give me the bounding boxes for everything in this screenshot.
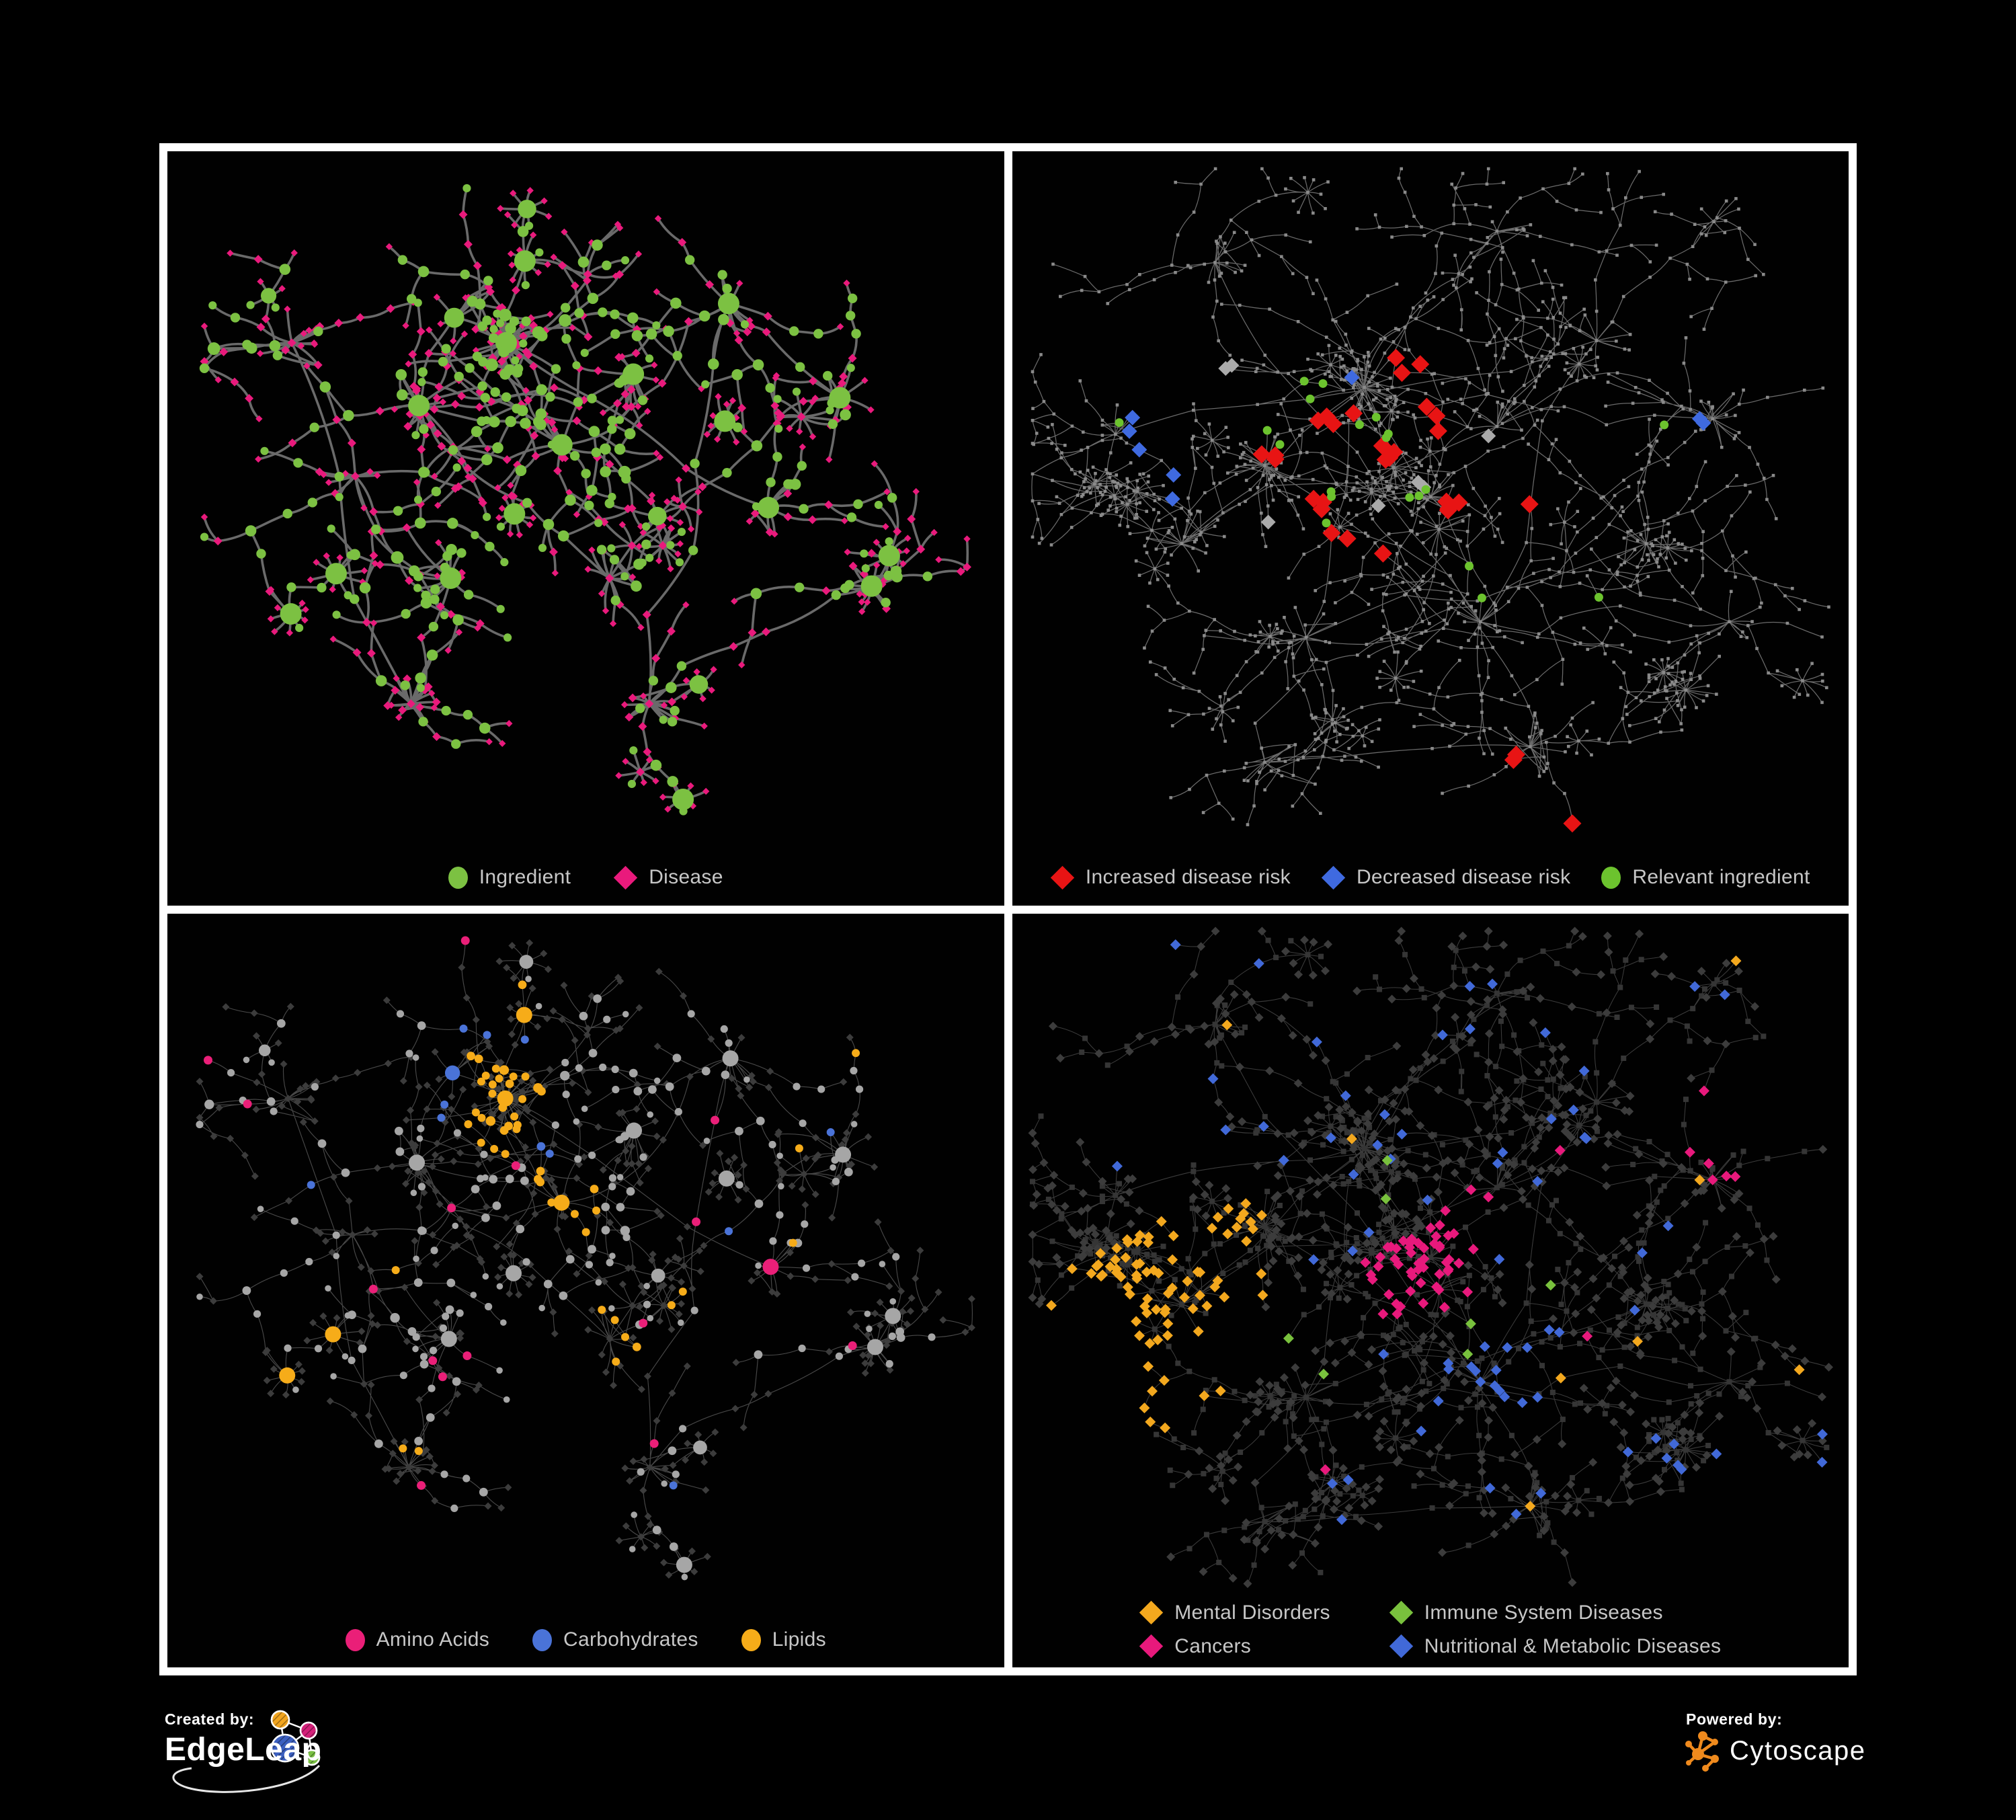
legend-item-relevant-ingredient: Relevant ingredient <box>1601 866 1810 889</box>
legend-item-label: Lipids <box>772 1628 826 1651</box>
powered-by-block: Powered by: Cytoscape <box>1679 1700 1988 1807</box>
legend-item-label: Increased disease risk <box>1085 866 1291 888</box>
network-graph-nutrient-classes <box>196 935 975 1580</box>
legend-diamond-swatch-icon <box>1139 1600 1164 1625</box>
legend-item-label: Amino Acids <box>376 1628 489 1651</box>
network-graph-disease-risk <box>1031 167 1830 833</box>
legend-diamond-swatch-icon <box>1389 1634 1413 1659</box>
cytoscape-logo: Cytoscape <box>1683 1729 1865 1772</box>
legend-item-amino-acids: Amino Acids <box>345 1628 489 1651</box>
legend-item-label: Immune System Diseases <box>1424 1601 1663 1624</box>
panel-disease-classes: Mental Disorders Immune System Diseases Ca… <box>1012 913 1849 1667</box>
legend-diamond-swatch-icon <box>614 865 638 889</box>
network-graph-ingredient-disease <box>199 184 971 816</box>
legend-item-label: Nutritional & Metabolic Diseases <box>1424 1634 1722 1657</box>
legend-disease-classes: Mental Disorders Immune System Diseases Ca… <box>1012 1600 1849 1659</box>
legend-item-label: Mental Disorders <box>1174 1601 1330 1624</box>
legend-item-mental-disorders: Mental Disorders <box>1139 1600 1330 1625</box>
created-by-label: Created by: <box>165 1710 255 1728</box>
legend-circle-swatch-icon <box>741 1628 761 1651</box>
legend-disease-risk: Increased disease risk Decreased disease … <box>1012 865 1849 889</box>
edgeleap-network-nodes-icon <box>270 1710 321 1766</box>
panel-grid: Ingredient Disease Increased disease risk… <box>159 143 1857 1675</box>
legend-item-label: Carbohydrates <box>563 1628 698 1651</box>
legend-diamond-swatch-icon <box>1389 1600 1413 1625</box>
legend-item-label: Ingredient <box>479 866 571 888</box>
cytoscape-wordmark: Cytoscape <box>1730 1735 1866 1766</box>
legend-item-lipids: Lipids <box>741 1628 826 1651</box>
legend-diamond-swatch-icon <box>1050 865 1075 889</box>
legend-diamond-swatch-icon <box>1321 865 1346 889</box>
created-by-block: Created by: EdgeLeap <box>159 1701 549 1820</box>
legend-item-increased-disease-risk: Increased disease risk <box>1050 865 1291 889</box>
legend-item-decreased-disease-risk: Decreased disease risk <box>1321 865 1571 889</box>
legend-item-immune-system-diseases: Immune System Diseases <box>1389 1600 1721 1625</box>
legend-item-label: Disease <box>649 866 723 888</box>
panel-disease-risk: Increased disease risk Decreased disease … <box>1012 151 1849 906</box>
panel-nutrient-classes: Amino Acids Carbohydrates Lipids <box>167 913 1004 1667</box>
edgeleap-swoosh-icon <box>172 1764 321 1793</box>
legend-circle-swatch-icon <box>345 1628 365 1651</box>
legend-item-label: Decreased disease risk <box>1356 866 1571 888</box>
legend-item-label: Cancers <box>1174 1634 1252 1657</box>
legend-item-label: Relevant ingredient <box>1632 866 1810 888</box>
powered-by-label: Powered by: <box>1686 1710 1783 1728</box>
legend-item-ingredient: Ingredient <box>448 866 571 889</box>
legend-item-cancers: Cancers <box>1139 1634 1330 1659</box>
legend-ingredient-disease: Ingredient Disease <box>167 865 1004 889</box>
legend-circle-swatch-icon <box>532 1628 552 1651</box>
network-graph-disease-classes <box>1028 926 1833 1588</box>
legend-nutrient-classes: Amino Acids Carbohydrates Lipids <box>167 1628 1004 1651</box>
edgeleap-wordmark: EdgeLeap <box>165 1732 321 1768</box>
legend-item-carbohydrates: Carbohydrates <box>532 1628 698 1651</box>
legend-diamond-swatch-icon <box>1139 1634 1164 1659</box>
legend-item-disease: Disease <box>614 865 723 889</box>
legend-circle-swatch-icon <box>1601 866 1621 889</box>
legend-item-nutritional-metabolic-diseases: Nutritional & Metabolic Diseases <box>1389 1634 1722 1659</box>
cytoscape-icon <box>1685 1731 1719 1772</box>
edgeleap-logo: EdgeLeap <box>165 1710 321 1793</box>
panel-ingredient-disease: Ingredient Disease <box>167 151 1004 906</box>
legend-circle-swatch-icon <box>448 866 468 889</box>
